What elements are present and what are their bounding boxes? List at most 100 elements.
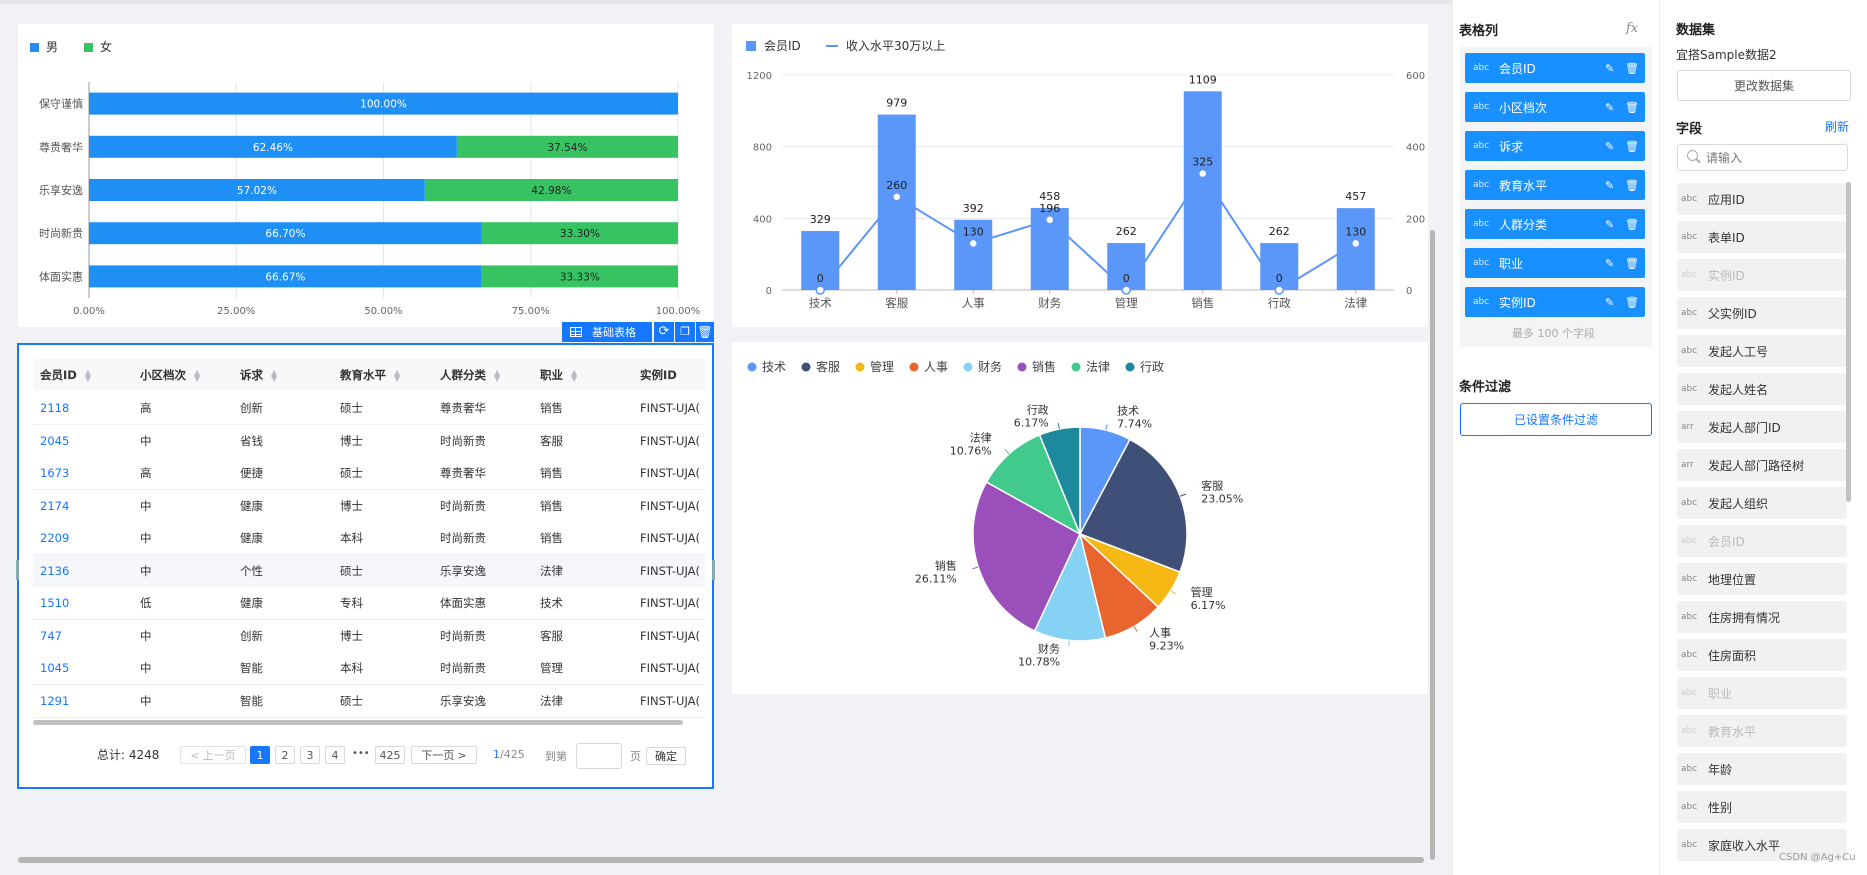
table-row[interactable]: 1291 中 智能 硕士 乐享安逸 法律 FINST-UJA( (33, 684, 705, 718)
pie-legend-swatch[interactable] (1071, 362, 1081, 372)
legend-bar-swatch[interactable] (746, 41, 756, 51)
line-point[interactable] (968, 238, 978, 249)
table-scrollbar[interactable] (33, 720, 683, 725)
member-id-link[interactable]: 1291 (40, 693, 70, 708)
field-list-scrollbar[interactable] (1846, 182, 1851, 502)
column-item[interactable]: abc 人群分类 ✎ 🗑 (1465, 209, 1645, 239)
legend-bar-label[interactable]: 会员ID (764, 39, 801, 53)
sort-icon[interactable]: ▲ ▼ (194, 367, 201, 383)
pie-slice[interactable] (1038, 426, 1081, 535)
member-id-link[interactable]: 1510 (40, 596, 70, 610)
line-point[interactable] (815, 285, 825, 295)
pie-legend-label[interactable]: 人事 (924, 360, 948, 374)
page-3-button[interactable]: 3 (300, 746, 320, 764)
canvas-vertical-scrollbar[interactable] (1430, 230, 1435, 860)
line-point[interactable] (1045, 215, 1055, 225)
edit-icon[interactable]: ✎ (1605, 295, 1615, 309)
field-item[interactable]: abc 应用ID (1677, 183, 1847, 215)
page-4-button[interactable]: 4 (325, 746, 345, 764)
trash-icon[interactable]: 🗑 (1625, 217, 1639, 231)
pie-slice[interactable] (1033, 531, 1107, 642)
sort-icon[interactable]: ▲ ▼ (394, 367, 401, 383)
field-item[interactable]: abc 年龄 (1677, 753, 1847, 785)
field-item[interactable]: abc 父实例ID (1677, 297, 1847, 329)
legend-male-label[interactable]: 男 (46, 40, 58, 54)
member-id-link[interactable]: 2209 (40, 531, 70, 545)
pie-legend-label[interactable]: 销售 (1032, 359, 1056, 374)
edit-icon[interactable]: ✎ (1605, 178, 1615, 192)
table-type-button[interactable]: 基础表格 (562, 322, 652, 342)
header-education[interactable]: 教育水平 ▲ ▼ (340, 367, 401, 383)
bar-member-id[interactable] (1336, 208, 1375, 290)
table-row[interactable]: 2136 中 个性 硕士 乐享安逸 法律 FINST-UJA( (33, 554, 705, 588)
line-point[interactable] (1274, 285, 1284, 295)
header-community-level[interactable]: 小区档次 ▲ ▼ (140, 367, 201, 383)
header-demand[interactable]: 诉求 ▲ ▼ (240, 367, 278, 383)
bar-female[interactable] (481, 222, 678, 245)
pager-confirm-button[interactable]: 确定 (646, 747, 686, 765)
column-item[interactable]: abc 小区档次 ✎ 🗑 (1465, 92, 1645, 122)
pie-chart-panel[interactable]: 技术 客服 管理 人事 财务 销售 法律 行政 技术 7.74% 客服 23.05% 管理 6.17% 人事… (732, 342, 1428, 694)
pager-goto-input[interactable] (576, 743, 622, 769)
trash-icon[interactable]: 🗑 (1625, 139, 1639, 153)
bar-member-id[interactable] (877, 114, 916, 291)
pager-ellipsis[interactable]: ••• (352, 748, 370, 759)
member-id-link[interactable]: 1673 (40, 466, 70, 480)
bar-member-id[interactable] (1107, 243, 1146, 290)
pie-legend-label[interactable]: 财务 (978, 359, 1002, 374)
field-item[interactable]: abc 住房面积 (1677, 639, 1847, 671)
member-id-link[interactable]: 1045 (40, 661, 70, 675)
bar-member-id[interactable] (801, 231, 840, 290)
combo-chart-panel[interactable]: 会员ID 收入水平30万以上 1200 600 800 400 400 200 0 0 329 技术 9… (732, 24, 1428, 327)
bar-member-id[interactable] (954, 219, 993, 290)
prev-page-button[interactable]: < 上一页 (180, 746, 246, 764)
page-2-button[interactable]: 2 (275, 746, 295, 764)
column-item[interactable]: abc 会员ID ✎ 🗑 (1465, 53, 1645, 83)
sort-icon[interactable]: ▲ ▼ (571, 367, 578, 383)
field-item[interactable]: abc 职业 (1677, 677, 1847, 709)
column-item[interactable]: abc 职业 ✎ 🗑 (1465, 248, 1645, 278)
field-item[interactable]: abc 实例ID (1677, 259, 1847, 291)
member-id-link[interactable]: 2045 (40, 433, 70, 448)
page-last-button[interactable]: 425 (375, 746, 405, 764)
legend-female-label[interactable]: 女 (100, 39, 112, 54)
member-id-link[interactable]: 747 (40, 628, 62, 643)
table-resize-handle-left[interactable] (16, 560, 19, 580)
bar-female[interactable] (456, 135, 678, 158)
table-row[interactable]: 747 中 创新 博士 时尚新贵 客服 FINST-UJA( (33, 619, 705, 653)
refresh-fields-link[interactable]: 刷新 (1825, 120, 1850, 134)
bar-male[interactable] (89, 135, 457, 158)
edit-icon[interactable]: ✎ (1605, 256, 1615, 270)
field-item[interactable]: abc 教育水平 (1677, 715, 1847, 747)
edit-icon[interactable]: ✎ (1605, 61, 1615, 75)
bar-male[interactable] (89, 179, 425, 201)
edit-icon[interactable]: ✎ (1605, 139, 1615, 153)
pie-legend-label[interactable]: 管理 (870, 359, 894, 374)
refresh-icon[interactable]: ⟳ (654, 322, 674, 342)
legend-line-label[interactable]: 收入水平30万以上 (846, 39, 945, 53)
pie-legend-swatch[interactable] (747, 362, 757, 372)
legend-female-swatch[interactable] (84, 43, 93, 52)
column-item[interactable]: abc 诉求 ✎ 🗑 (1465, 131, 1645, 161)
pie-legend-label[interactable]: 行政 (1140, 360, 1164, 374)
trash-icon[interactable]: 🗑 (1625, 295, 1639, 309)
table-row[interactable]: 2118 高 创新 硕士 尊贵奢华 销售 FINST-UJA( (33, 392, 705, 425)
page-1-button[interactable]: 1 (250, 746, 270, 764)
table-row[interactable]: 2174 中 健康 博士 时尚新贵 销售 FINST-UJA( (33, 489, 705, 523)
edit-icon[interactable]: ✎ (1605, 217, 1615, 231)
bar-male[interactable] (89, 265, 482, 288)
edit-icon[interactable]: ✎ (1605, 100, 1615, 114)
field-item[interactable]: abc 发起人组织 (1677, 487, 1847, 519)
field-item[interactable]: abc 发起人姓名 (1677, 373, 1847, 405)
bar-male[interactable] (89, 222, 482, 245)
pie-legend-label[interactable]: 客服 (816, 359, 840, 374)
column-item[interactable]: abc 教育水平 ✎ 🗑 (1465, 170, 1645, 200)
field-item[interactable]: abc 会员ID (1677, 525, 1847, 557)
pie-legend-label[interactable]: 技术 (762, 360, 786, 374)
copy-icon[interactable]: ❐ (675, 322, 695, 342)
bar-female[interactable] (424, 179, 678, 201)
pie-legend-swatch[interactable] (801, 362, 811, 372)
member-id-link[interactable]: 2136 (40, 563, 70, 578)
bar-male[interactable] (89, 92, 678, 115)
table-row[interactable]: 1510 低 健康 专科 体面实惠 技术 FINST-UJA( (33, 587, 705, 620)
